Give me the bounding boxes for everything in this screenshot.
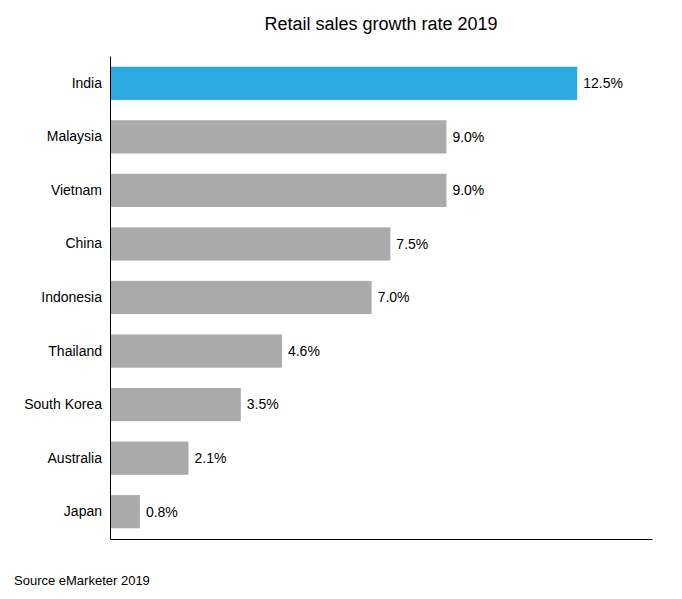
data-label: 12.5% bbox=[583, 75, 623, 91]
tick: Australia bbox=[48, 450, 110, 466]
data-label: 2.1% bbox=[194, 450, 226, 466]
tick: South Korea bbox=[24, 396, 110, 412]
bars bbox=[110, 67, 577, 529]
tick-label: Thailand bbox=[48, 343, 102, 359]
axis-line bbox=[111, 539, 653, 540]
data-label: 3.5% bbox=[247, 396, 279, 412]
bar bbox=[110, 334, 282, 367]
bar bbox=[110, 227, 390, 260]
plot-area: Japan Australia South Korea Thailand Indones… bbox=[24, 57, 652, 540]
tick: Malaysia bbox=[47, 128, 110, 144]
tick-label: Malaysia bbox=[47, 128, 102, 144]
tick: Japan bbox=[64, 503, 110, 519]
value-axis bbox=[111, 539, 653, 540]
tick-label: South Korea bbox=[24, 396, 102, 412]
data-label: 9.0% bbox=[452, 129, 484, 145]
axis-line bbox=[110, 57, 111, 540]
data-labels: 0.8% 2.1% 3.5% 4.6% 7.0% 7.5% 9.0% 9.0% 12.5% bbox=[146, 75, 623, 519]
tick-label: Indonesia bbox=[41, 289, 102, 305]
tick-label: Vietnam bbox=[51, 182, 102, 198]
bar bbox=[110, 495, 140, 528]
title: Retail sales growth rate 2019 bbox=[264, 14, 497, 34]
category-axis: Japan Australia South Korea Thailand Indones… bbox=[24, 57, 110, 540]
tick: Thailand bbox=[48, 343, 110, 359]
tick: Vietnam bbox=[51, 182, 110, 198]
tick-label: India bbox=[72, 75, 103, 91]
annotation: Source eMarketer 2019 bbox=[14, 573, 150, 588]
tick: India bbox=[72, 75, 110, 91]
data-label: 0.8% bbox=[146, 504, 178, 520]
data-label: 7.5% bbox=[396, 236, 428, 252]
chart: Japan Australia South Korea Thailand Indones… bbox=[0, 0, 682, 599]
bar bbox=[110, 174, 446, 207]
tick-label: Japan bbox=[64, 503, 102, 519]
tick-label: China bbox=[65, 235, 102, 251]
tick: Indonesia bbox=[41, 289, 110, 305]
bar bbox=[110, 281, 372, 314]
data-label: 4.6% bbox=[288, 343, 320, 359]
tick-label: Australia bbox=[48, 450, 103, 466]
bar bbox=[110, 120, 446, 153]
tick: China bbox=[65, 235, 110, 251]
data-label: 9.0% bbox=[452, 182, 484, 198]
data-label: 7.0% bbox=[378, 289, 410, 305]
bar bbox=[110, 67, 577, 100]
bar bbox=[110, 388, 241, 421]
bar bbox=[110, 442, 188, 475]
